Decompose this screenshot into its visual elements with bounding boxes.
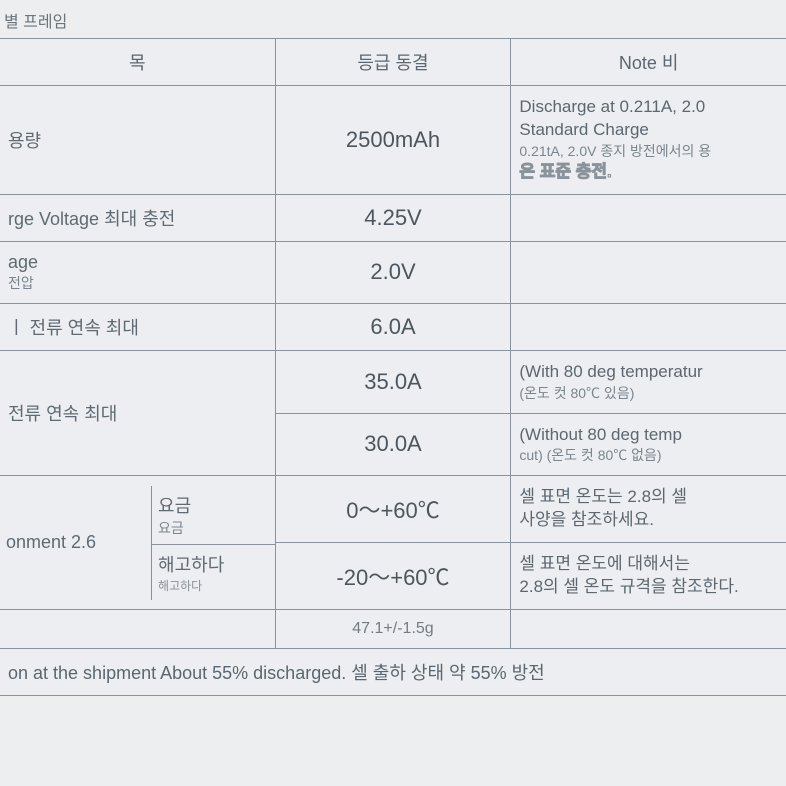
weight-item	[0, 610, 275, 649]
capacity-item: 용량	[0, 86, 275, 195]
weight-value: 47.1+/-1.5g	[275, 610, 511, 649]
cc1-note	[511, 303, 786, 350]
max-voltage-value: 4.25V	[275, 194, 511, 241]
cc1-item: ㅣ 전류 연속 최대	[0, 303, 275, 350]
row-voltage: age 전압 2.0V	[0, 241, 786, 303]
header-item: 목	[0, 39, 275, 86]
env-discharge-label2: 해고하다	[158, 577, 269, 594]
cc2-note-a: (With 80 deg temperatur (온도 컷 80℃ 있음)	[511, 350, 786, 413]
capacity-note-outlined: 은 표준 충전.	[519, 162, 611, 181]
row-footer: on at the shipment About 55% discharged.…	[0, 649, 786, 696]
env-discharge-label: 해고하다	[158, 551, 269, 577]
row-capacity: 용량 2500mAh Discharge at 0.211A, 2.0 Stan…	[0, 86, 786, 195]
env-discharge-note-1: 셀 표면 온도에 대해서는	[519, 554, 690, 573]
env-charge-note-2: 사양을 참조하세요.	[519, 510, 654, 529]
voltage-item: age 전압	[0, 241, 275, 303]
voltage-item-1: age	[8, 252, 38, 272]
cc2-note-a2: (온도 컷 80℃ 있음)	[519, 384, 778, 403]
cc2-note-a1: (With 80 deg temperatur	[519, 362, 702, 381]
env-item-cell: onment 2.6 요금 요금 해고하다 해고하다	[0, 476, 275, 610]
capacity-note-sub: 0.21tA, 2.0V 종지 방전에서의 용	[519, 142, 778, 161]
cc2-value-b: 30.0A	[275, 413, 511, 476]
env-discharge-note-2: 2.8의 셀 온도 규격을 참조한다.	[519, 577, 738, 596]
row-cont-current-1: ㅣ 전류 연속 최대 6.0A	[0, 303, 786, 350]
row-cc2-a: 전류 연속 최대 35.0A (With 80 deg temperatur (…	[0, 350, 786, 413]
voltage-item-2: 전압	[8, 273, 267, 293]
header-note: Note 비	[511, 39, 786, 86]
env-discharge-note: 셀 표면 온도에 대해서는 2.8의 셀 온도 규격을 참조한다.	[511, 543, 786, 610]
capacity-note-2: Standard Charge	[519, 120, 648, 139]
env-charge-note: 셀 표면 온도는 2.8의 셀 사양을 참조하세요.	[511, 476, 786, 543]
weight-note	[511, 610, 786, 649]
voltage-note	[511, 241, 786, 303]
max-voltage-item: rge Voltage 최대 충전	[0, 194, 275, 241]
cc2-note-b2: cut) (온도 컷 80℃ 없음)	[519, 446, 778, 465]
cc2-note-b1: (Without 80 deg temp	[519, 425, 682, 444]
max-voltage-note	[511, 194, 786, 241]
env-discharge-value: -20～+60℃	[275, 543, 511, 610]
table-header-row: 목 등급 동결 Note 비	[0, 39, 786, 86]
row-weight: 47.1+/-1.5g	[0, 610, 786, 649]
spec-table: 목 등급 동결 Note 비 용량 2500mAh Discharge at 0…	[0, 38, 786, 696]
footer-text: on at the shipment About 55% discharged.…	[0, 649, 786, 696]
env-charge-note-1: 셀 표면 온도는 2.8의 셀	[519, 487, 687, 506]
capacity-note: Discharge at 0.211A, 2.0 Standard Charge…	[511, 86, 786, 195]
env-charge-label-box: 요금 요금	[152, 486, 275, 545]
cc2-note-b: (Without 80 deg temp cut) (온도 컷 80℃ 없음)	[511, 413, 786, 476]
env-charge-label: 요금	[158, 492, 269, 518]
cc2-value-a: 35.0A	[275, 350, 511, 413]
cc1-value: 6.0A	[275, 303, 511, 350]
row-max-voltage: rge Voltage 최대 충전 4.25V	[0, 194, 786, 241]
env-discharge-label-box: 해고하다 해고하다	[152, 545, 275, 600]
header-value: 등급 동결	[275, 39, 511, 86]
frame-label: 별 프레임	[0, 0, 786, 38]
row-env-charge: onment 2.6 요금 요금 해고하다 해고하다 0～+60℃	[0, 476, 786, 543]
env-charge-label2: 요금	[158, 518, 269, 538]
capacity-note-1: Discharge at 0.211A, 2.0	[519, 97, 705, 116]
env-label: onment 2.6	[0, 486, 151, 600]
capacity-value: 2500mAh	[275, 86, 511, 195]
env-charge-value: 0～+60℃	[275, 476, 511, 543]
cc2-item: 전류 연속 최대	[0, 350, 275, 476]
voltage-value: 2.0V	[275, 241, 511, 303]
